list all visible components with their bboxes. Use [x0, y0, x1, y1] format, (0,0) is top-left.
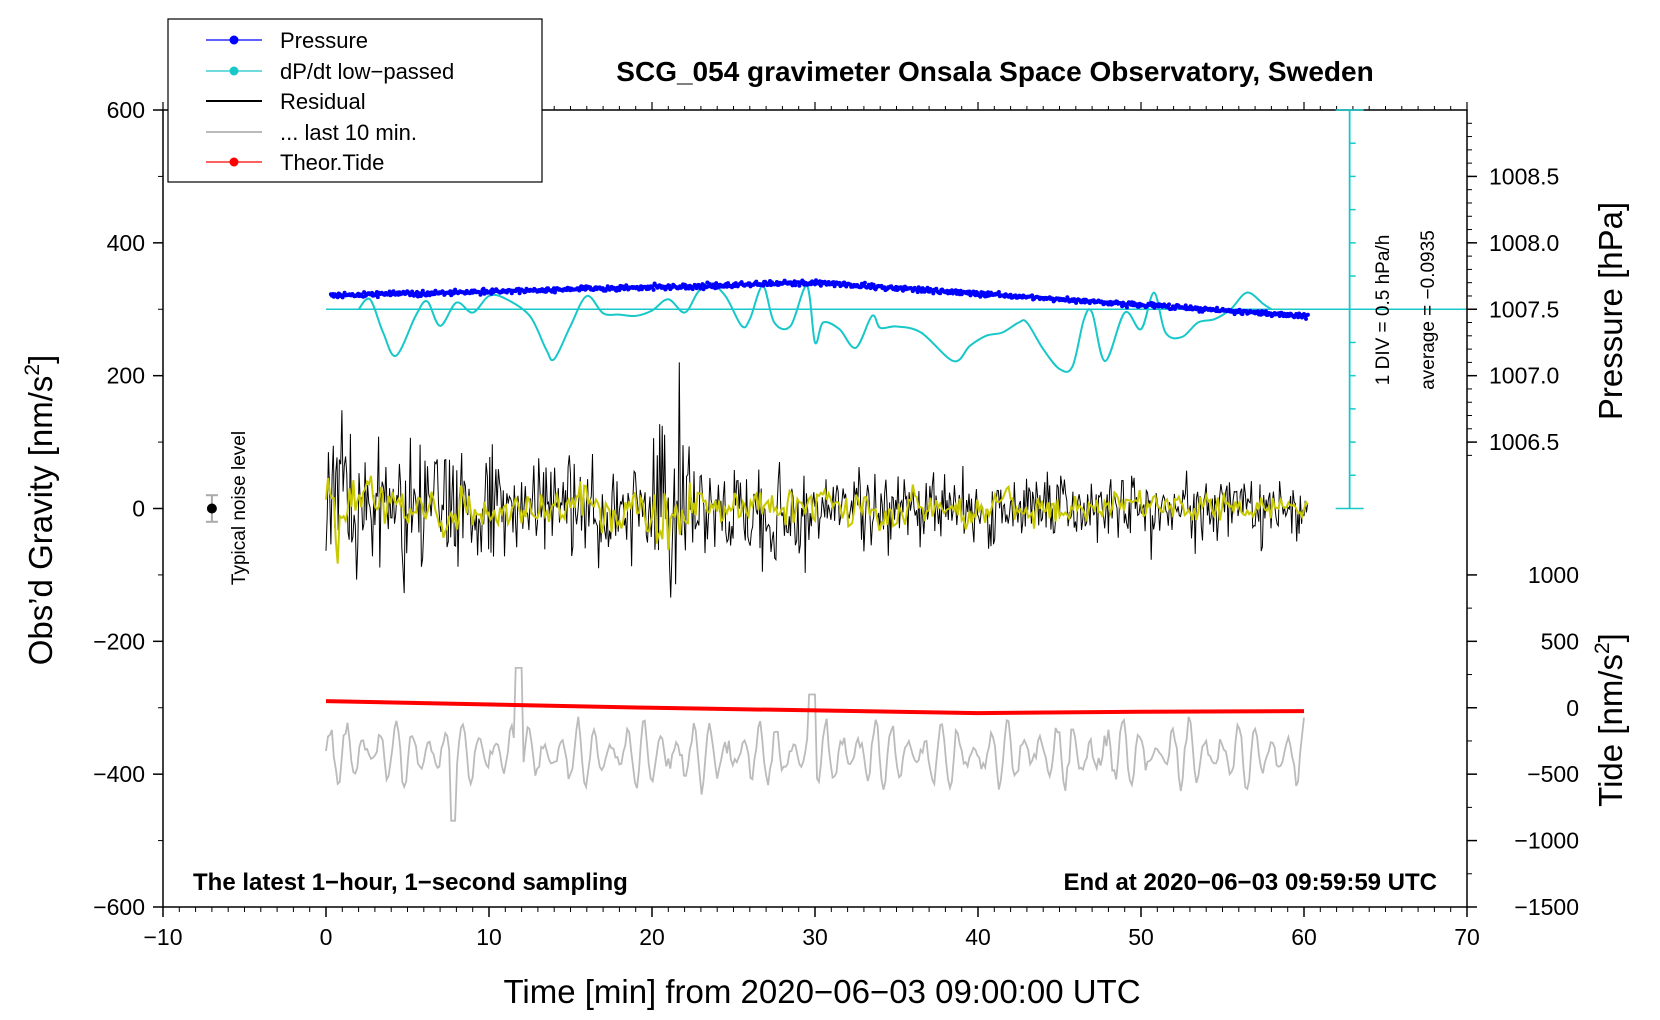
- y-axis-label-left-sup: 2: [21, 364, 44, 376]
- y-axis-label-left-main: Obs’d Gravity [nm/s: [22, 376, 59, 666]
- pressure-point: [694, 286, 699, 291]
- pressure-point: [818, 283, 823, 288]
- pressure-point: [986, 290, 991, 295]
- y-tick-label: −600: [93, 894, 145, 920]
- pressure-point: [420, 288, 425, 293]
- y-tick-label: −400: [93, 761, 145, 787]
- legend-dpdt-marker: [229, 66, 239, 76]
- pressure-point: [517, 291, 522, 296]
- x-tick-label: 50: [1128, 924, 1154, 950]
- legend-dpdt-label: dP/dt low−passed: [280, 59, 454, 84]
- pressure-point: [761, 283, 766, 288]
- y-axis-label-tide-main: Tide [nm/s: [1592, 654, 1629, 807]
- chart-title: SCG_054 gravimeter Onsala Space Observat…: [616, 56, 1373, 87]
- legend-last10-label: ... last 10 min.: [280, 120, 417, 145]
- tide-tick-label: −1000: [1514, 828, 1579, 854]
- pressure-point: [624, 283, 629, 288]
- y-axis-label-tide-sup: 2: [1591, 642, 1614, 654]
- y-tick-label: 600: [107, 97, 145, 123]
- pressure-point: [1240, 312, 1245, 317]
- tide-series: [325, 699, 1305, 716]
- axes-layer: −10 0 10 20 30 40 50 60 70 −600 −400 −200 0 200 400 600…: [93, 97, 1579, 950]
- pressure-point: [335, 295, 340, 300]
- dpdt-series: [357, 281, 1272, 373]
- pressure-point: [871, 282, 876, 287]
- pressure-tick-label: 1007.0: [1489, 363, 1559, 389]
- pressure-series: [328, 278, 1310, 321]
- pressure-point: [1125, 305, 1129, 310]
- footer-right-text: End at 2020−06−03 09:59:59 UTC: [1063, 869, 1437, 896]
- x-tick-label: 0: [320, 924, 333, 950]
- tide-tick-label: −500: [1527, 761, 1579, 787]
- footer-left-text: The latest 1−hour, 1−second sampling: [193, 869, 628, 896]
- last-10-min-series: [325, 667, 1305, 822]
- x-tick-label: 70: [1454, 924, 1480, 950]
- pressure-point: [1263, 309, 1268, 314]
- pressure-tick-label: 1008.0: [1489, 230, 1559, 256]
- pressure-point: [931, 291, 936, 296]
- noise-bar-dot: [206, 503, 217, 514]
- series-layer: [205, 278, 1467, 822]
- dpdt-div-label: 1 DIV = 0.5 hPa/h: [1373, 235, 1394, 386]
- pressure-point: [1277, 314, 1282, 318]
- pressure-point: [1305, 312, 1310, 317]
- residual-series: [325, 362, 1309, 598]
- tide-tick-label: −1500: [1514, 894, 1579, 920]
- x-tick-label: 60: [1291, 924, 1317, 950]
- smoothed-residual-series: [325, 475, 1309, 564]
- y-tick-label: 0: [132, 496, 145, 522]
- tide-tick-label: 0: [1566, 695, 1579, 721]
- y-tick-label: 400: [107, 230, 145, 256]
- pressure-point: [901, 288, 905, 293]
- pressure-point: [754, 279, 759, 284]
- x-tick-label: 20: [639, 924, 665, 950]
- pressure-tick-label: 1008.5: [1489, 163, 1559, 189]
- pressure-point: [1304, 316, 1308, 321]
- pressure-tick-label: 1006.5: [1489, 429, 1559, 455]
- legend-residual-label: Residual: [280, 89, 366, 114]
- pressure-tick-label: 1007.5: [1489, 296, 1559, 322]
- y-tick-label: 200: [107, 363, 145, 389]
- legend-pressure-label: Pressure: [280, 28, 368, 53]
- pressure-point: [996, 290, 1001, 294]
- legend: Pressure dP/dt low−passed Residual ... l…: [167, 18, 543, 183]
- x-tick-label: 30: [802, 924, 828, 950]
- pressure-point: [915, 290, 920, 295]
- y-axis-label-left: Obs’d Gravity [nm/s2]: [21, 355, 59, 666]
- pressure-point: [1008, 292, 1013, 297]
- pressure-point: [1215, 305, 1219, 310]
- y-axis-label-tide-end: ]: [1592, 633, 1629, 642]
- y-axis-label-tide: Tide [nm/s2]: [1591, 633, 1629, 807]
- pressure-point: [938, 291, 943, 296]
- y-axis-label-left-end: ]: [22, 355, 59, 364]
- pressure-point: [1167, 302, 1171, 307]
- tide-tick-label: 1000: [1528, 562, 1579, 588]
- x-axis-label: Time [min] from 2020−06−03 09:00:00 UTC: [503, 973, 1140, 1010]
- pressure-point: [362, 290, 367, 295]
- pressure-point: [410, 289, 415, 294]
- x-tick-label: 10: [476, 924, 502, 950]
- dpdt-average-label: average = −0.0935: [1418, 230, 1439, 390]
- legend-tide-label: Theor.Tide: [280, 150, 384, 175]
- x-tick-label: −10: [143, 924, 182, 950]
- noise-level-label: Typical noise level: [229, 431, 250, 585]
- pressure-point: [862, 280, 867, 285]
- y-axis-label-pressure: Pressure [hPa]: [1592, 202, 1629, 420]
- y-tick-label: −200: [93, 628, 145, 654]
- legend-tide-marker: [229, 157, 239, 167]
- pressure-point: [1030, 293, 1035, 298]
- pressure-point: [375, 295, 380, 300]
- x-tick-label: 40: [965, 924, 991, 950]
- pressure-point: [651, 287, 656, 292]
- legend-pressure-marker: [229, 35, 239, 45]
- tide-tick-label: 500: [1541, 628, 1579, 654]
